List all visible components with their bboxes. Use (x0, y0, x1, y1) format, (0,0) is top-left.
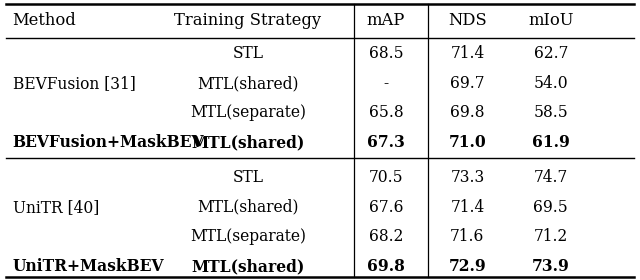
Text: NDS: NDS (448, 12, 487, 29)
Text: 69.8: 69.8 (450, 104, 484, 121)
Text: mIoU: mIoU (528, 12, 573, 29)
Text: 74.7: 74.7 (534, 169, 568, 186)
Text: -: - (383, 75, 388, 92)
Text: BEVFusion [31]: BEVFusion [31] (13, 75, 136, 92)
Text: STL: STL (232, 45, 264, 62)
Text: 61.9: 61.9 (532, 134, 570, 151)
Text: 67.3: 67.3 (367, 134, 404, 151)
Text: MTL(shared): MTL(shared) (191, 258, 305, 275)
Text: UniTR+MaskBEV: UniTR+MaskBEV (13, 258, 164, 275)
Text: MTL(separate): MTL(separate) (190, 104, 306, 121)
Text: 73.9: 73.9 (532, 258, 570, 275)
Text: 58.5: 58.5 (533, 104, 568, 121)
Text: 73.3: 73.3 (451, 169, 484, 186)
Text: MTL(shared): MTL(shared) (197, 75, 299, 92)
Text: 62.7: 62.7 (534, 45, 568, 62)
Text: 69.7: 69.7 (450, 75, 484, 92)
Text: Method: Method (13, 12, 76, 29)
Text: 67.6: 67.6 (369, 199, 403, 216)
Text: STL: STL (232, 169, 264, 186)
Text: 71.4: 71.4 (451, 199, 484, 216)
Text: 54.0: 54.0 (534, 75, 568, 92)
Text: mAP: mAP (367, 12, 405, 29)
Text: 68.5: 68.5 (369, 45, 403, 62)
Text: 70.5: 70.5 (369, 169, 403, 186)
Text: 72.9: 72.9 (449, 258, 486, 275)
Text: 71.2: 71.2 (534, 228, 568, 245)
Text: 69.8: 69.8 (367, 258, 404, 275)
Text: MTL(shared): MTL(shared) (197, 199, 299, 216)
Text: 68.2: 68.2 (369, 228, 403, 245)
Text: 71.6: 71.6 (450, 228, 484, 245)
Text: 65.8: 65.8 (369, 104, 403, 121)
Text: BEVFusion+MaskBEV: BEVFusion+MaskBEV (13, 134, 204, 151)
Text: MTL(shared): MTL(shared) (191, 134, 305, 151)
Text: 69.5: 69.5 (533, 199, 568, 216)
Text: 71.0: 71.0 (449, 134, 486, 151)
Text: 71.4: 71.4 (451, 45, 484, 62)
Text: MTL(separate): MTL(separate) (190, 228, 306, 245)
Text: Training Strategy: Training Strategy (174, 12, 321, 29)
Text: UniTR [40]: UniTR [40] (13, 199, 99, 216)
